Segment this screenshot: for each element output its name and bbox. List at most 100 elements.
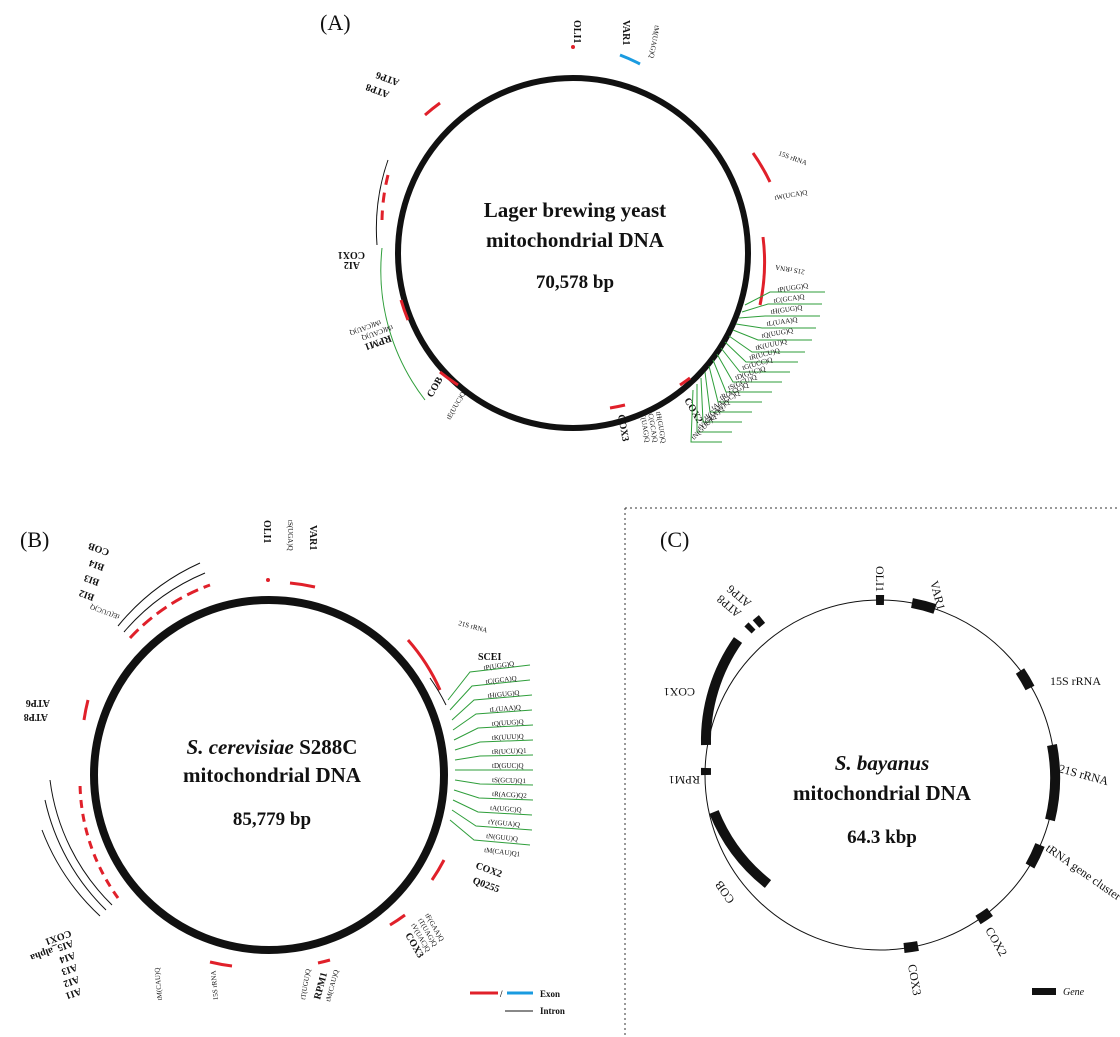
panel-a-label: (A): [320, 10, 351, 35]
panel-b-gene-bi3: BI3: [83, 572, 101, 588]
panel-c: (C) S. bayanus mitochondrial DNA 64.3 kb…: [660, 527, 1120, 998]
panel-b-trna-label: tD(GUC)Q: [492, 762, 524, 770]
panel-a-title-line2: mitochondrial DNA: [486, 228, 665, 252]
panel-b-title-line2: mitochondrial DNA: [183, 763, 362, 787]
panel-c-gene-oli1: OLI1: [873, 566, 887, 592]
panel-b-trna-label: tM(CAU)Q1: [484, 846, 521, 858]
panel-a-gene-cox1: COX1: [338, 249, 365, 260]
panel-a-cox3-arc: [609, 403, 626, 410]
panel-c-15s-block: [1015, 668, 1035, 691]
panel-b-cob-exons: [128, 583, 211, 640]
panel-b-cob-intron-1: [123, 572, 206, 633]
panel-a: (A) Lager brewing yeast mitochondrial DN…: [320, 10, 825, 444]
panel-a-trna-label: tH(GUG)Q: [770, 304, 803, 316]
panel-c-gene-rpm1: RPM1: [669, 773, 700, 787]
panel-c-label: (C): [660, 527, 689, 552]
panel-b-trna-label: tN(GUU)Q: [486, 832, 519, 843]
panel-b-gene-var1: VAR1: [307, 525, 318, 550]
panel-a-gene-21s: 21S rRNA: [775, 263, 806, 276]
panel-c-gene-21s: 21S rRNA: [1057, 761, 1110, 788]
panel-c-gene-cob: COB: [712, 878, 738, 906]
panel-b: (B) S. cerevisiae S288C mitochondrial DN…: [20, 520, 565, 1016]
panel-b-gene-atp6: ATP6: [26, 697, 50, 708]
panel-b-size: 85,779 bp: [233, 809, 311, 830]
panel-b-gene-oli1: OLI1: [261, 520, 272, 543]
panel-a-title-line1: Lager brewing yeast: [484, 198, 666, 222]
panel-c-gene-cox3: COX3: [905, 963, 924, 996]
panel-b-cox1-intron-2: [44, 799, 107, 911]
panel-b-trna-label: tH(GUG)Q: [487, 689, 520, 700]
panel-b-trna-label: tL(UAA)Q: [489, 703, 521, 714]
panel-a-21s-rrna-arc: [758, 236, 767, 306]
panel-b-trna-label: tA(UGC)Q: [490, 804, 522, 814]
panel-b-gene-bi2: BI2: [78, 587, 96, 603]
panel-a-gene-cox3: COX3: [615, 414, 631, 443]
panel-c-trna-cluster-block: [1025, 843, 1045, 869]
panel-a-cox2-arc: [679, 376, 691, 387]
panel-c-atp8-block: [744, 622, 756, 634]
panel-a-cox1-intron-arc: [375, 159, 389, 246]
panel-b-gene-ai4: AI4: [58, 949, 77, 965]
panel-b-cox2-arc: [430, 859, 446, 881]
panel-b-gene-ts: tS(UGA)Q: [286, 520, 294, 551]
panel-c-var1-block: [911, 598, 937, 614]
panel-c-atp6-block: [752, 615, 766, 628]
panel-a-gene-cob: COB: [425, 375, 446, 400]
panel-b-gene-ai1: AI1: [64, 985, 83, 1001]
panel-a-size: 70,578 bp: [536, 272, 614, 293]
panel-a-gene-var1: VAR1: [620, 20, 631, 45]
panel-c-gene-cox1: COX1: [664, 685, 695, 699]
panel-b-label: (B): [20, 527, 49, 552]
panel-b-trna-label: tY(GUA)Q: [488, 818, 520, 829]
panel-b-gene-ai2: AI2: [62, 973, 81, 989]
panel-b-scei-intron: [429, 677, 447, 706]
panel-a-cox1-exons: [380, 174, 390, 221]
panel-b-trna-label: tQ(UUG)Q: [492, 718, 524, 728]
panel-c-cox2-block: [975, 907, 993, 925]
panel-c-cox3-block: [903, 941, 919, 953]
panel-c-21s-block: [1045, 744, 1061, 822]
panel-b-gene-15s: 15S rRNA: [209, 970, 220, 1000]
panel-b-cox1-exons: [78, 779, 120, 899]
panel-b-gene-atp8: ATP8: [24, 711, 48, 722]
panel-b-trna-label: tK(UUU)Q: [492, 732, 524, 742]
panel-b-cob-intron-2: [117, 562, 201, 627]
panel-b-oli1-mark: [266, 578, 270, 582]
panel-a-gene-tw: tW(UCA)Q: [774, 188, 808, 202]
panel-b-gene-te: tE(UUC)Q: [89, 603, 121, 621]
panel-c-cob-block: [709, 810, 772, 888]
panel-a-gene-15s: 15S rRNA: [777, 149, 808, 167]
panel-b-gene-21s: 21S rRNA: [457, 619, 488, 634]
panel-a-green-arc: [380, 247, 426, 401]
panel-c-cox1-block: [700, 637, 743, 746]
legend-intron-label: Intron: [540, 1006, 565, 1016]
panel-b-gene-scei: SCEI: [478, 652, 501, 663]
panel-b-15s-rrna-arc: [209, 960, 233, 968]
panel-c-title-line1: S. bayanus: [835, 751, 930, 775]
panel-a-15s-rrna-arc: [751, 152, 772, 183]
panel-b-gene-tt: tT(UGU)Q: [299, 968, 312, 1000]
panel-a-genome-circle: [395, 75, 751, 431]
panel-a-trna-label: tQ(UUG)Q: [761, 327, 794, 340]
panel-b-trna-label: tS(GCU)Q1: [492, 776, 527, 785]
legend-exon-label: Exon: [540, 989, 560, 999]
panel-b-trna-cluster: tP(UGG)Q tC(GCA)Q tH(GUG)Q tL(UAA)Q tQ(U…: [447, 660, 534, 858]
panel-b-legend: / Exon Intron: [470, 989, 565, 1016]
panel-a-gene-tm: tM(UAG)Q: [647, 25, 661, 59]
panel-b-var1-arc: [289, 581, 316, 589]
panel-a-oli1-mark: [571, 45, 575, 49]
panel-b-gene-bi4: BI4: [88, 557, 106, 573]
panel-b-trna-label: tR(ACG)Q2: [492, 790, 527, 800]
panel-a-trna-label: tL(UAA)Q: [766, 316, 798, 328]
panel-a-gene-te: tE(UUC)Q: [445, 390, 467, 421]
panel-b-gene-cob: COB: [87, 540, 111, 558]
panel-b-rpm1-arc: [317, 958, 331, 965]
panel-b-trna-label: tR(UCU)Q1: [492, 747, 527, 756]
panel-b-atp6-arc: [82, 699, 90, 721]
panel-c-gene-cox2: COX2: [982, 925, 1010, 959]
legend-slash: /: [499, 989, 503, 999]
panel-b-21s-rrna-arc: [406, 639, 442, 691]
panel-c-legend-gene-swatch: [1032, 988, 1056, 995]
panel-b-genome-circle: [90, 596, 448, 954]
